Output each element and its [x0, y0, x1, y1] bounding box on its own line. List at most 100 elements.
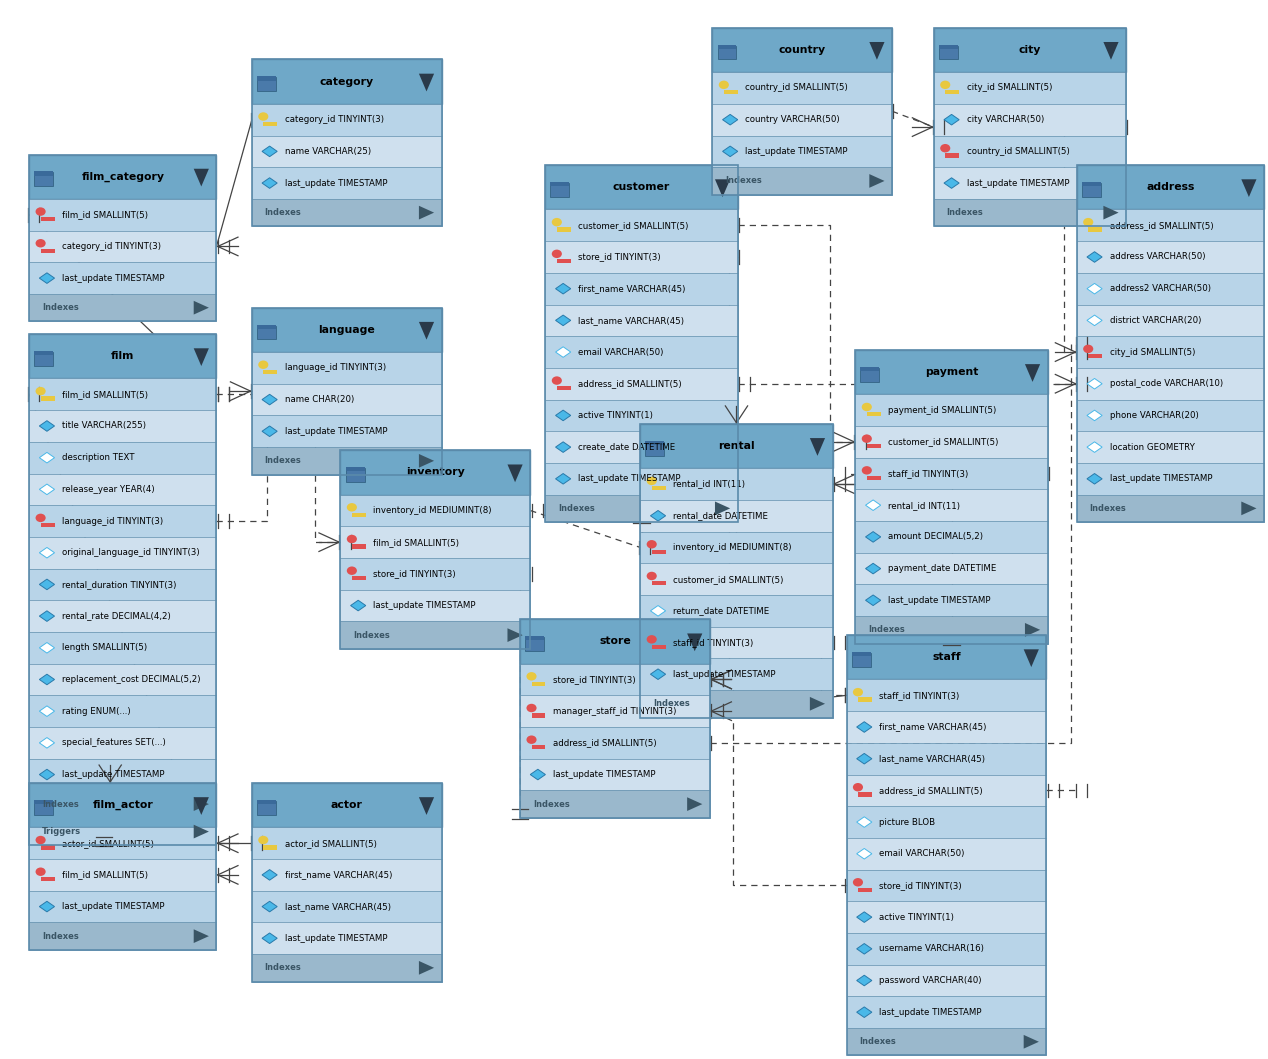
Polygon shape	[507, 465, 522, 482]
Text: last_update TIMESTAMP: last_update TIMESTAMP	[889, 596, 990, 605]
FancyBboxPatch shape	[847, 806, 1046, 838]
Text: category_id TINYINT(3): category_id TINYINT(3)	[285, 115, 384, 124]
FancyBboxPatch shape	[933, 104, 1126, 136]
Bar	[351, 513, 365, 517]
Polygon shape	[723, 146, 738, 157]
FancyBboxPatch shape	[856, 553, 1047, 585]
FancyBboxPatch shape	[252, 415, 441, 447]
Text: rental_duration TINYINT(3): rental_duration TINYINT(3)	[62, 580, 176, 589]
Bar	[264, 370, 278, 374]
Polygon shape	[857, 816, 872, 827]
Text: password VARCHAR(40): password VARCHAR(40)	[880, 976, 981, 985]
Text: Indexes: Indexes	[42, 800, 79, 809]
Text: film_category: film_category	[81, 172, 165, 182]
FancyBboxPatch shape	[856, 489, 1047, 521]
Text: Indexes: Indexes	[860, 1037, 896, 1046]
Polygon shape	[418, 454, 434, 468]
Text: film_id SMALLINT(5): film_id SMALLINT(5)	[62, 870, 148, 879]
Circle shape	[862, 434, 872, 443]
FancyBboxPatch shape	[545, 273, 738, 305]
Polygon shape	[870, 174, 885, 187]
FancyBboxPatch shape	[29, 378, 217, 410]
FancyBboxPatch shape	[933, 136, 1126, 167]
Text: rating ENUM(...): rating ENUM(...)	[62, 706, 131, 716]
FancyBboxPatch shape	[29, 294, 217, 322]
Bar	[938, 46, 957, 59]
Circle shape	[36, 514, 46, 522]
Polygon shape	[262, 146, 278, 157]
FancyBboxPatch shape	[252, 954, 441, 982]
Polygon shape	[1023, 649, 1038, 667]
Text: length SMALLINT(5): length SMALLINT(5)	[62, 643, 147, 652]
Text: first_name VARCHAR(45): first_name VARCHAR(45)	[880, 722, 987, 732]
Polygon shape	[39, 611, 55, 622]
Bar	[525, 636, 544, 641]
FancyBboxPatch shape	[341, 590, 530, 622]
FancyBboxPatch shape	[29, 859, 217, 891]
Bar	[1088, 228, 1102, 232]
Bar	[41, 877, 55, 881]
FancyBboxPatch shape	[545, 495, 738, 522]
FancyBboxPatch shape	[29, 569, 217, 600]
Polygon shape	[39, 484, 55, 495]
FancyBboxPatch shape	[29, 891, 217, 922]
Circle shape	[526, 672, 536, 681]
FancyBboxPatch shape	[545, 367, 738, 399]
FancyBboxPatch shape	[1077, 431, 1264, 463]
Polygon shape	[857, 912, 872, 922]
Polygon shape	[857, 1007, 872, 1018]
Text: Indexes: Indexes	[725, 177, 762, 185]
Polygon shape	[1241, 179, 1257, 197]
FancyBboxPatch shape	[847, 712, 1046, 742]
Text: city: city	[1018, 44, 1041, 55]
Bar	[652, 645, 666, 649]
FancyBboxPatch shape	[640, 468, 833, 500]
Text: email VARCHAR(50): email VARCHAR(50)	[578, 347, 663, 357]
Text: actor: actor	[331, 801, 363, 810]
Text: Indexes: Indexes	[265, 209, 302, 217]
Polygon shape	[194, 168, 209, 186]
FancyBboxPatch shape	[252, 199, 441, 227]
Polygon shape	[555, 346, 571, 357]
Bar	[345, 468, 364, 482]
Polygon shape	[39, 901, 55, 912]
Polygon shape	[943, 114, 959, 125]
Text: city_id SMALLINT(5): city_id SMALLINT(5)	[966, 84, 1052, 92]
FancyBboxPatch shape	[29, 696, 217, 728]
Polygon shape	[194, 797, 209, 811]
Polygon shape	[262, 933, 278, 944]
Bar	[531, 744, 545, 749]
Polygon shape	[650, 606, 666, 616]
Bar	[1088, 354, 1102, 358]
Text: active TINYINT(1): active TINYINT(1)	[880, 913, 955, 921]
FancyBboxPatch shape	[520, 728, 710, 758]
Text: customer_id SMALLINT(5): customer_id SMALLINT(5)	[673, 575, 784, 584]
Polygon shape	[194, 930, 209, 943]
Text: Indexes: Indexes	[42, 303, 79, 312]
Polygon shape	[1025, 623, 1040, 636]
FancyBboxPatch shape	[640, 690, 833, 718]
Text: film_id SMALLINT(5): film_id SMALLINT(5)	[62, 211, 148, 219]
Polygon shape	[262, 178, 278, 189]
FancyBboxPatch shape	[640, 595, 833, 627]
Bar	[264, 122, 278, 126]
Bar	[257, 77, 276, 91]
Text: Indexes: Indexes	[558, 504, 595, 513]
Bar	[41, 845, 55, 849]
Polygon shape	[866, 500, 881, 510]
Text: last_update TIMESTAMP: last_update TIMESTAMP	[880, 1008, 981, 1017]
Bar	[724, 90, 738, 94]
Circle shape	[552, 250, 562, 258]
FancyBboxPatch shape	[713, 72, 893, 104]
Polygon shape	[418, 322, 434, 340]
Text: picture BLOB: picture BLOB	[880, 818, 936, 827]
FancyBboxPatch shape	[545, 165, 738, 210]
Polygon shape	[943, 178, 959, 189]
Polygon shape	[39, 420, 55, 431]
Text: address_id SMALLINT(5): address_id SMALLINT(5)	[880, 786, 983, 795]
FancyBboxPatch shape	[252, 104, 441, 136]
Text: last_update TIMESTAMP: last_update TIMESTAMP	[62, 902, 165, 911]
Polygon shape	[555, 316, 571, 326]
Bar	[945, 90, 959, 94]
Polygon shape	[866, 595, 881, 606]
